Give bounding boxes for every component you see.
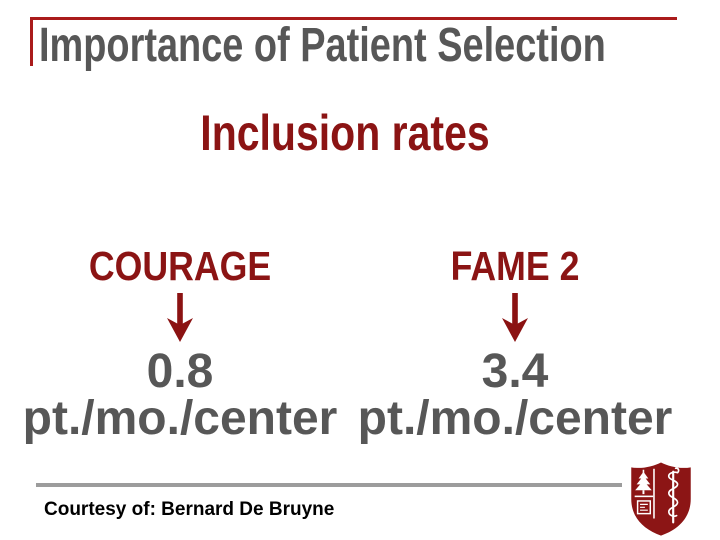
slide-title: Importance of Patient Selection: [39, 19, 606, 72]
tree-icon: [635, 469, 652, 495]
inclusion-rate-unit: pt./mo./center: [357, 392, 673, 445]
rod-of-asclepius-icon: [667, 467, 680, 524]
medical-shield-crest-icon: [631, 462, 691, 536]
down-arrow-icon: [167, 293, 193, 342]
trial-name: COURAGE: [88, 243, 272, 289]
trial-column-fame2: FAME 2 3.4 pt./mo./center: [355, 246, 675, 456]
inclusion-rate-unit: pt./mo./center: [22, 392, 338, 445]
top-accent-rule: [30, 17, 677, 20]
down-arrow-icon: [502, 293, 528, 342]
seal-icon: [636, 500, 652, 515]
courtesy-text: Courtesy of: Bernard De Bruyne: [44, 499, 335, 520]
inclusion-rate-value: 3.4: [481, 345, 549, 398]
left-accent-rule: [30, 17, 33, 66]
trial-column-courage: COURAGE 0.8 pt./mo./center: [20, 246, 340, 456]
inclusion-rate-value: 0.8: [146, 345, 214, 398]
trial-name: FAME 2: [450, 243, 580, 289]
footer-divider: [36, 483, 622, 487]
slide-subtitle: Inclusion rates: [200, 105, 490, 161]
